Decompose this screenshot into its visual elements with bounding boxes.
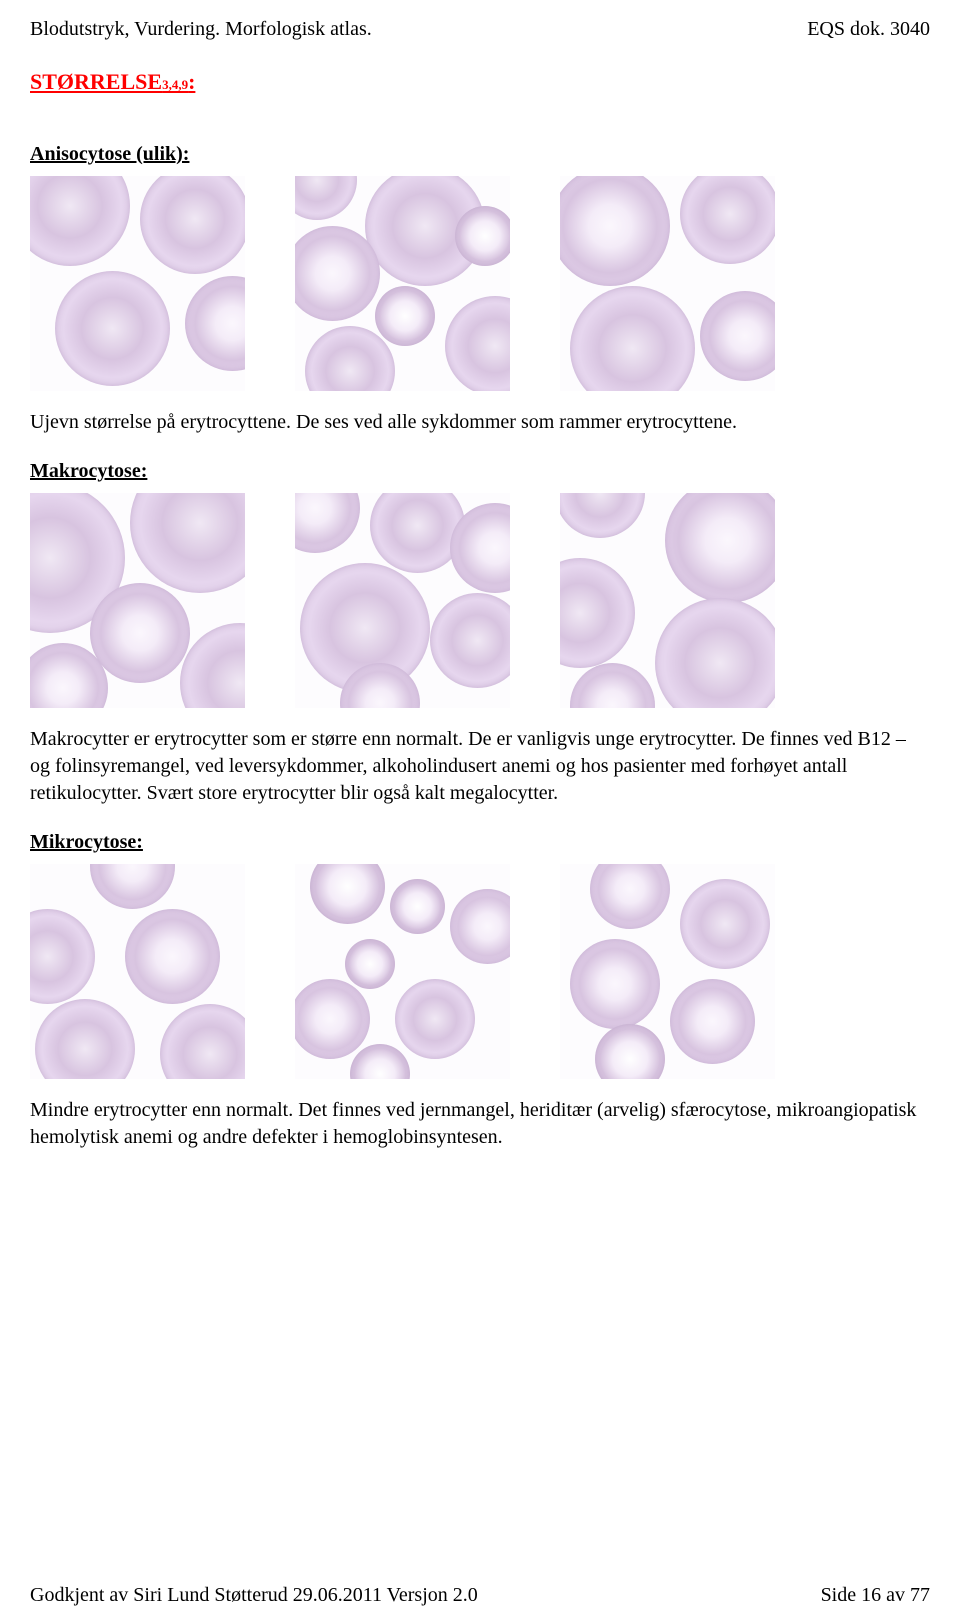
cell-shape bbox=[375, 286, 435, 346]
mikro-img-2 bbox=[295, 864, 510, 1079]
cell-shape bbox=[570, 663, 655, 708]
header-right: EQS dok. 3040 bbox=[807, 18, 930, 41]
makro-images bbox=[30, 493, 930, 708]
aniso-img-3 bbox=[560, 176, 775, 391]
makro-heading: Makrocytose: bbox=[30, 460, 930, 483]
cell-shape bbox=[30, 909, 95, 1004]
cell-shape bbox=[430, 593, 510, 688]
makro-caption: Makrocytter er erytrocytter som er størr… bbox=[30, 726, 930, 807]
cell-shape bbox=[665, 493, 775, 603]
mikro-images bbox=[30, 864, 930, 1079]
cell-shape bbox=[395, 979, 475, 1059]
footer-right: Side 16 av 77 bbox=[821, 1584, 930, 1607]
cell-shape bbox=[560, 558, 635, 668]
section-title-suffix: : bbox=[188, 69, 195, 94]
aniso-heading: Anisocytose (ulik): bbox=[30, 143, 930, 166]
cell-shape bbox=[310, 864, 385, 924]
cell-shape bbox=[295, 226, 380, 321]
cell-shape bbox=[295, 176, 357, 220]
cell-shape bbox=[390, 879, 445, 934]
cell-shape bbox=[680, 176, 775, 264]
footer-left: Godkjent av Siri Lund Støtterud 29.06.20… bbox=[30, 1584, 478, 1607]
mikro-img-3 bbox=[560, 864, 775, 1079]
cell-shape bbox=[295, 493, 360, 553]
aniso-images bbox=[30, 176, 930, 391]
cell-shape bbox=[450, 889, 510, 964]
cell-shape bbox=[35, 999, 135, 1079]
cell-shape bbox=[30, 176, 130, 266]
section-title-sub: 3,4,9 bbox=[162, 77, 188, 92]
cell-shape bbox=[160, 1004, 245, 1079]
mikro-img-1 bbox=[30, 864, 245, 1079]
cell-shape bbox=[655, 598, 775, 708]
cell-shape bbox=[590, 864, 670, 929]
section-title-main: STØRRELSE bbox=[30, 69, 162, 94]
mikro-heading: Mikrocytose: bbox=[30, 831, 930, 854]
page-footer: Godkjent av Siri Lund Støtterud 29.06.20… bbox=[30, 1584, 930, 1607]
cell-shape bbox=[570, 939, 660, 1029]
cell-shape bbox=[700, 291, 775, 381]
cell-shape bbox=[90, 583, 190, 683]
header-left: Blodutstryk, Vurdering. Morfologisk atla… bbox=[30, 18, 372, 41]
cell-shape bbox=[680, 879, 770, 969]
makro-img-1 bbox=[30, 493, 245, 708]
cell-shape bbox=[350, 1044, 410, 1079]
makro-img-2 bbox=[295, 493, 510, 708]
cell-shape bbox=[185, 276, 245, 371]
cell-shape bbox=[445, 296, 510, 391]
cell-shape bbox=[560, 493, 645, 538]
page-header: Blodutstryk, Vurdering. Morfologisk atla… bbox=[30, 18, 930, 41]
aniso-img-1 bbox=[30, 176, 245, 391]
cell-shape bbox=[455, 206, 510, 266]
cell-shape bbox=[570, 286, 695, 391]
cell-shape bbox=[140, 176, 245, 274]
cell-shape bbox=[595, 1024, 665, 1079]
cell-shape bbox=[370, 493, 465, 573]
makro-img-3 bbox=[560, 493, 775, 708]
section-heading: STØRRELSE3,4,9: bbox=[30, 69, 930, 95]
aniso-img-2 bbox=[295, 176, 510, 391]
aniso-caption: Ujevn størrelse på erytrocyttene. De ses… bbox=[30, 409, 930, 436]
cell-shape bbox=[125, 909, 220, 1004]
cell-shape bbox=[130, 493, 245, 593]
cell-shape bbox=[55, 271, 170, 386]
cell-shape bbox=[295, 979, 370, 1059]
cell-shape bbox=[670, 979, 755, 1064]
cell-shape bbox=[90, 864, 175, 909]
cell-shape bbox=[560, 176, 670, 286]
cell-shape bbox=[345, 939, 395, 989]
mikro-caption: Mindre erytrocytter enn normalt. Det fin… bbox=[30, 1097, 930, 1151]
